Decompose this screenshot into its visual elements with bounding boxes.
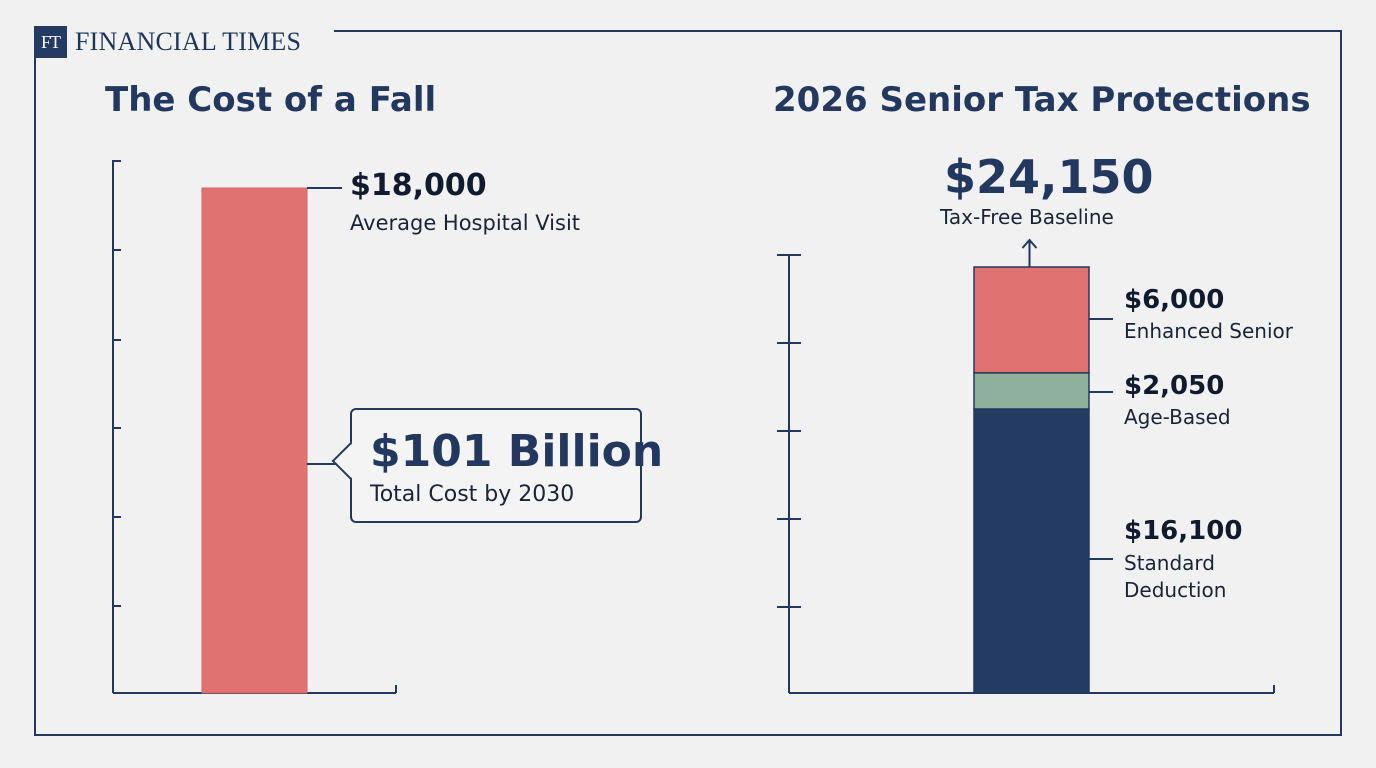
- segment-enhanced-senior: [973, 266, 1090, 374]
- hospital-cost-bar: [201, 187, 308, 694]
- ft-logo: FT FINANCIAL TIMES: [34, 26, 310, 58]
- standard-deduction-label-line2: Deduction: [1124, 578, 1227, 602]
- ft-logo-mark: FT: [34, 26, 67, 58]
- total-cost-label: Total Cost by 2030: [370, 482, 575, 507]
- segment-age-based: [973, 372, 1090, 410]
- age-based-value: $2,050: [1124, 371, 1225, 401]
- tax-free-total-value: $24,150: [944, 150, 1154, 204]
- total-cost-value: $101 Billion: [370, 426, 664, 477]
- left-bars: [201, 187, 342, 694]
- left-chart-title: The Cost of a Fall: [105, 80, 437, 120]
- segment-standard-deduction: [973, 408, 1090, 694]
- tax-free-total-label: Tax-Free Baseline: [940, 205, 1114, 229]
- standard-deduction-value: $16,100: [1124, 516, 1243, 546]
- standard-deduction-label-line1: Standard: [1124, 551, 1215, 575]
- enhanced-senior-label: Enhanced Senior: [1124, 319, 1293, 343]
- age-based-label: Age-Based: [1124, 405, 1231, 429]
- ft-logo-name: FINANCIAL TIMES: [75, 27, 302, 56]
- content-frame: [34, 30, 1342, 736]
- total-arrow-head: [1021, 238, 1038, 249]
- enhanced-senior-value: $6,000: [1124, 285, 1225, 315]
- hospital-visit-value: $18,000: [350, 168, 487, 203]
- frame-top-rule: [334, 30, 1342, 32]
- right-bars: [973, 238, 1113, 694]
- total-cost-callout: $101 Billion Total Cost by 2030: [350, 408, 663, 523]
- hospital-visit-label: Average Hospital Visit: [350, 211, 581, 235]
- right-chart-title: 2026 Senior Tax Protections: [773, 80, 1311, 120]
